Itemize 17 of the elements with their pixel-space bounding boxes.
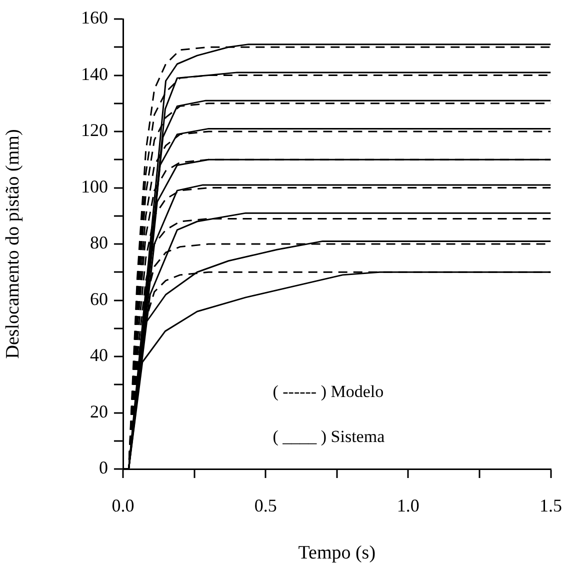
x-tick-label: 1.0 bbox=[396, 496, 420, 516]
y-tick-label: 40 bbox=[90, 345, 108, 366]
y-tick-label: 100 bbox=[81, 176, 108, 196]
y-tick-label: 20 bbox=[90, 401, 108, 422]
y-tick-label: 140 bbox=[81, 64, 108, 84]
annotation: ( ____ ) Sistema bbox=[272, 426, 386, 446]
x-tick-label: 0.5 bbox=[254, 496, 277, 516]
x-axis-title: Tempo (s) bbox=[298, 542, 376, 564]
y-tick-label: 160 bbox=[81, 8, 108, 28]
annotation: ( ------ ) Modelo bbox=[272, 382, 384, 401]
y-tick-label: 80 bbox=[90, 232, 108, 253]
y-axis-title: Deslocamento do pistão (mm) bbox=[2, 129, 24, 359]
x-tick-label: 1.5 bbox=[540, 496, 562, 516]
y-tick-label: 60 bbox=[90, 288, 108, 309]
x-tick-label: 0.0 bbox=[112, 496, 134, 516]
y-tick-label: 120 bbox=[81, 120, 108, 140]
y-tick-label: 0 bbox=[99, 458, 108, 478]
